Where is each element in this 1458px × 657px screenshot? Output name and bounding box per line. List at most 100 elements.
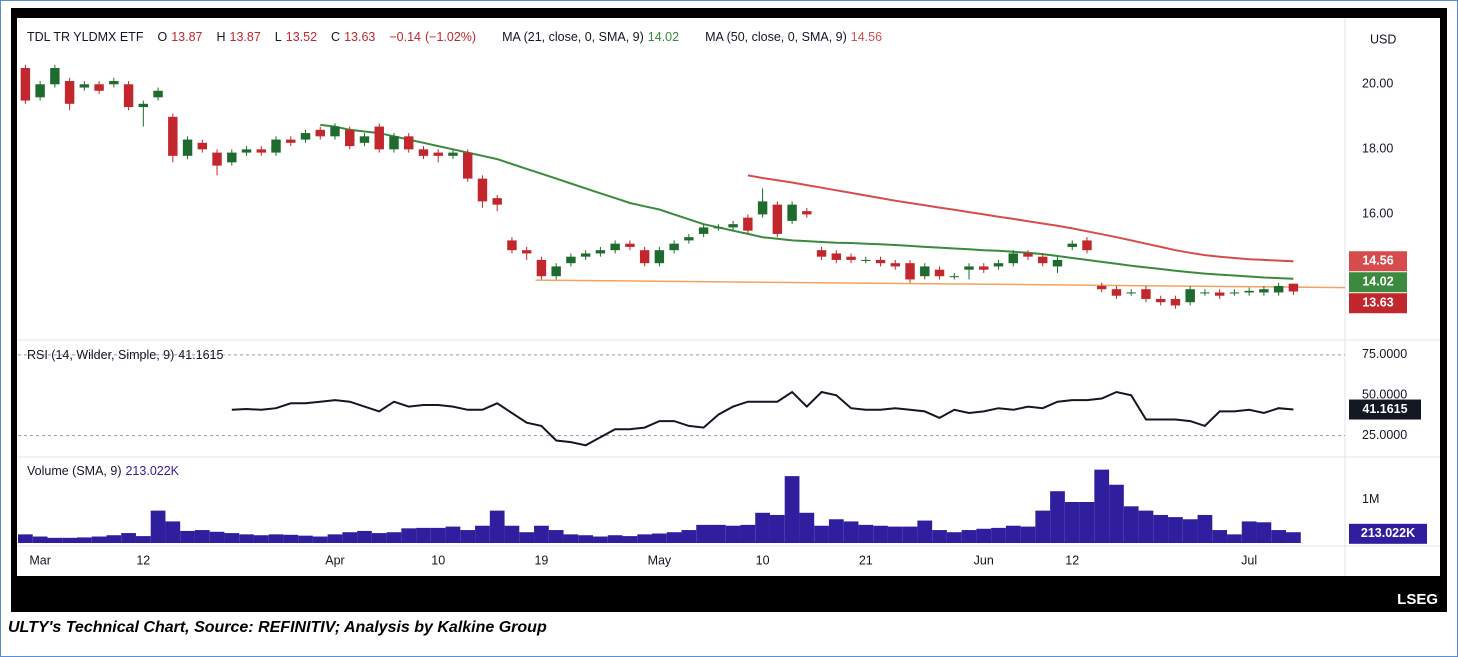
volume-bar [1286, 532, 1301, 543]
volume-bar [253, 535, 269, 543]
x-tick-label: 21 [859, 553, 873, 567]
caption: ULTY's Technical Chart, Source: REFINITI… [8, 619, 547, 636]
x-tick-label: Jun [974, 553, 994, 567]
candle-body [1111, 289, 1122, 296]
candle-body [890, 263, 901, 267]
candle-body [94, 84, 104, 91]
candle-body [492, 198, 502, 205]
volume-bar [696, 524, 711, 543]
candle-body [1273, 285, 1284, 293]
candle-body [1096, 285, 1107, 290]
volume-bar [858, 524, 874, 543]
volume-bar [342, 532, 358, 543]
candle-body [374, 126, 384, 150]
candle-body [168, 116, 178, 156]
ohlc-value: 13.87 [229, 30, 261, 44]
volume-bar [946, 532, 962, 543]
rsi-legend: RSI (14, Wilder, Simple, 9) 41.1615 [27, 348, 223, 362]
last-value-box [1349, 272, 1407, 293]
candle-body [1155, 298, 1166, 303]
ma-name: MA (50, close, 0, SMA, 9) [705, 30, 847, 44]
volume-bar [622, 536, 638, 543]
ohlc-key: H [216, 30, 226, 44]
volume-bar [209, 531, 225, 543]
volume-bar [799, 512, 815, 543]
last-value-box [1349, 251, 1407, 272]
volume-bar [725, 525, 741, 543]
candle-body [182, 139, 193, 156]
volume-bar [1212, 530, 1228, 543]
candle-body [757, 201, 768, 215]
candle-body [212, 152, 222, 166]
volume-bar [637, 534, 653, 543]
x-tick-label: Mar [29, 553, 51, 567]
candle-body [1008, 253, 1018, 264]
rsi-name: RSI (14, Wilder, Simple, 9) [27, 348, 175, 362]
candle-body [241, 149, 252, 153]
volume-bar [1079, 502, 1095, 543]
volume-bar [224, 533, 240, 543]
volume-bar [1035, 510, 1051, 543]
volume-bar [843, 521, 859, 543]
volume-bar [1050, 491, 1065, 543]
volume-bar [135, 536, 151, 543]
candle-body [728, 224, 738, 228]
candle-body [330, 126, 340, 137]
candle-body [949, 276, 959, 278]
chart-surface [17, 18, 1440, 576]
candle-body [1244, 290, 1254, 293]
candle-body [389, 136, 399, 150]
currency-label: USD [1370, 32, 1396, 46]
volume-bar [268, 534, 284, 543]
ohlc-value: 13.52 [285, 30, 318, 44]
volume-bar [932, 530, 947, 543]
volume-bar [961, 530, 977, 543]
volume-bar [371, 533, 387, 543]
last-value-label: 41.1615 [1362, 402, 1407, 416]
candle-body [669, 243, 679, 251]
volume-bar [298, 535, 313, 543]
candle-body [1126, 292, 1136, 294]
volume-bar [548, 530, 564, 543]
candle-body [610, 243, 620, 251]
candle-body [521, 250, 532, 254]
candle-body [462, 152, 473, 179]
rsi-line [231, 390, 1294, 447]
last-value-box [1349, 523, 1427, 544]
candle-body [1229, 292, 1240, 294]
candle-body [816, 250, 827, 257]
x-tick-label: Jul [1241, 553, 1257, 567]
candle-body [580, 253, 591, 257]
volume-bar [563, 534, 579, 543]
x-tick-label: 12 [1065, 553, 1079, 567]
volume-bar [1197, 514, 1213, 543]
volume-bar [1256, 522, 1272, 543]
x-tick-label: 10 [431, 553, 445, 567]
last-value-label: 14.02 [1362, 275, 1393, 289]
volume-bar [62, 537, 77, 543]
volume-bar [401, 528, 417, 543]
volume-bar [755, 512, 770, 543]
volume-bar [18, 534, 33, 543]
candle-body [536, 259, 547, 277]
volume-bar [828, 519, 844, 543]
volume-bar [1138, 510, 1154, 543]
volume-bar [784, 476, 800, 543]
candle-body [448, 152, 458, 156]
volume-sma-value: 213.022K [125, 464, 180, 478]
candle-body [64, 81, 75, 104]
volume-bar [710, 524, 726, 543]
volume-bar [76, 537, 92, 543]
volume-bar [1094, 469, 1110, 543]
volume-bar [91, 536, 107, 543]
volume-bar [1271, 530, 1287, 543]
volume-bar [327, 534, 343, 543]
candle-body [905, 263, 915, 280]
volume-bar [1109, 484, 1124, 543]
candle-body [743, 217, 753, 231]
symbol: TDL TR YLDMX ETF [27, 30, 144, 44]
x-tick-label: 19 [534, 553, 548, 567]
